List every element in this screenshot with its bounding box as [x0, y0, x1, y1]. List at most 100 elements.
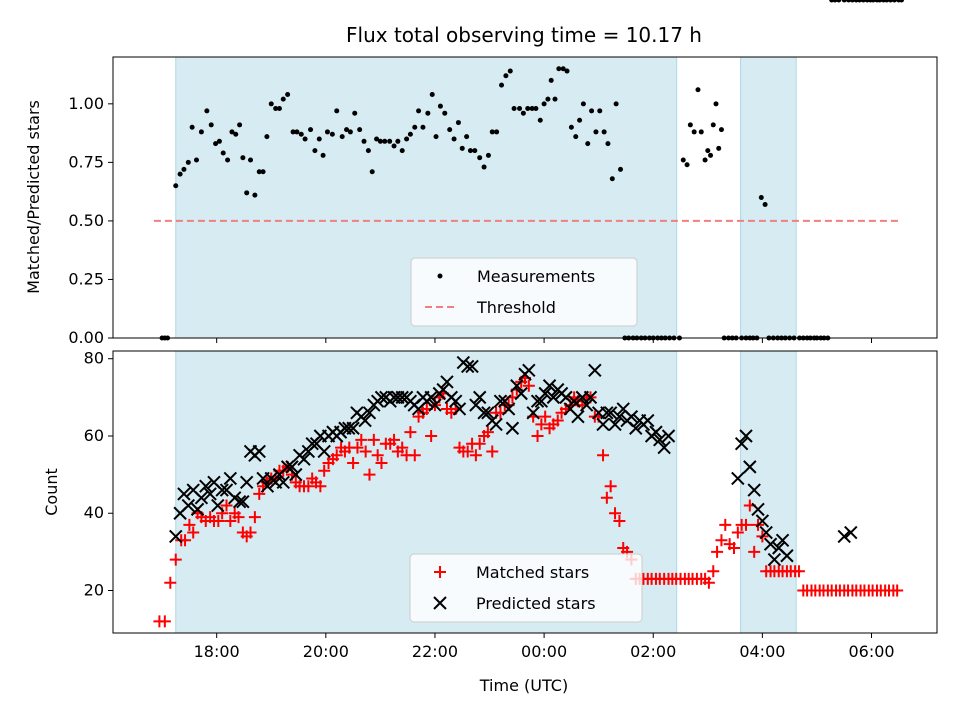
predicted-star-point	[252, 444, 266, 459]
measurement-point	[302, 136, 308, 142]
predicted-star-point	[600, 406, 614, 420]
measurement-point	[213, 141, 219, 147]
ratio-y-axis: 0.00 0.25 0.50 0.75 1.00	[68, 94, 113, 347]
measurement-point	[472, 148, 478, 154]
time-x-axis-label: Time (UTC)	[479, 676, 568, 695]
matched-star-point	[539, 410, 552, 423]
measurement-point	[525, 106, 531, 112]
time-x-axis: 18:00 20:00 22:00 00:00 02:00 04:00 06:00	[194, 633, 895, 661]
measurement-point	[395, 138, 401, 144]
predicted-star-point	[534, 394, 549, 408]
measurement-point	[382, 138, 388, 144]
measurement-point	[377, 138, 383, 144]
predicted-star-point	[211, 498, 225, 513]
matched-star-point	[314, 480, 327, 493]
count-legend: Matched stars Predicted stars	[409, 553, 643, 623]
measurement-point	[548, 77, 554, 83]
predicted-star-point	[624, 409, 639, 424]
measurement-point	[891, 0, 897, 3]
predicted-star-point	[514, 386, 528, 401]
measurement-point	[846, 0, 852, 3]
ratio-panel: 0.00 0.25 0.50 0.75 1.00 Matched/Predicted s…	[24, 0, 938, 347]
predicted-star-point	[755, 514, 770, 528]
matched-star-point	[244, 526, 257, 539]
predicted-star-point	[177, 487, 191, 501]
measurement-point	[407, 131, 413, 137]
ratio-legend-box	[410, 257, 638, 327]
predicted-legend-label: Predicted stars	[476, 594, 596, 613]
ratio-y-tick-label: 0.50	[68, 211, 104, 230]
predicted-star-point	[567, 394, 581, 408]
predicted-star-point	[588, 363, 602, 378]
predicted-star-point	[747, 483, 761, 497]
predicted-star-point	[276, 475, 290, 490]
matched-star-point	[600, 491, 613, 504]
measurement-point	[442, 110, 448, 116]
measurement-point	[507, 68, 513, 74]
measurement-point	[485, 152, 491, 158]
measurement-point	[260, 169, 266, 175]
measurement-point	[320, 152, 326, 158]
measurement-point	[698, 129, 704, 135]
predicted-star-point	[661, 429, 676, 443]
measurement-point	[716, 145, 722, 151]
measurement-point	[229, 129, 235, 135]
measurement-point	[425, 110, 431, 116]
predicted-star-point	[346, 421, 360, 435]
predicted-star-point	[629, 421, 643, 435]
measurement-point	[273, 106, 279, 112]
predicted-star-point	[775, 533, 790, 547]
predicted-star-point	[559, 390, 573, 405]
matched-star-point	[347, 457, 360, 470]
predicted-star-point	[465, 359, 479, 374]
predicted-star-point	[472, 390, 487, 405]
measurement-point	[841, 0, 847, 3]
measurement-point	[705, 148, 711, 154]
matched-star-point	[375, 457, 388, 470]
predicted-star-point	[181, 498, 196, 513]
measurement-point	[357, 127, 363, 133]
matched-star-point	[609, 507, 622, 520]
matched-star-point	[792, 565, 805, 578]
ratio-y-tick-label: 0.00	[68, 328, 104, 347]
measurement-point	[374, 136, 380, 142]
measurement-point	[888, 0, 894, 3]
predicted-star-point	[289, 467, 303, 482]
measurement-point	[695, 87, 701, 93]
measurement-point	[702, 157, 708, 163]
measurement-point	[857, 0, 863, 3]
measurement-point	[256, 169, 262, 175]
measurement-point	[585, 141, 591, 147]
matched-star-point	[891, 584, 904, 597]
matched-star-point	[748, 545, 761, 558]
measurements-legend-marker	[437, 273, 443, 279]
count-panel: 20 40 60 80 18:00 20:00 22:00 00:00 02:00 04:00 0…	[42, 349, 938, 695]
count-plot-frame	[112, 350, 938, 634]
measurement-point	[537, 117, 543, 123]
measurement-point	[609, 176, 615, 182]
measurement-point	[233, 131, 239, 137]
predicted-star-point	[734, 437, 749, 451]
predicted-star-point	[501, 402, 516, 416]
matched-star-point	[728, 542, 741, 555]
predicted-star-point	[510, 379, 524, 393]
matched-star-point	[318, 464, 331, 477]
matched-star-point	[604, 480, 617, 493]
matched-star-point	[224, 514, 237, 527]
measurement-point	[416, 108, 422, 114]
measurement-point	[216, 138, 222, 144]
predicted-star-point	[751, 502, 765, 517]
measurement-point	[564, 68, 570, 74]
measurement-point	[545, 96, 551, 102]
matched-legend-marker	[434, 566, 446, 578]
measurement-point	[276, 106, 282, 112]
matched-star-point	[367, 433, 380, 446]
predicted-star-point	[440, 375, 454, 389]
measurement-point	[369, 169, 375, 175]
predicted-star-point	[194, 491, 209, 505]
matched-star-point	[408, 449, 421, 462]
predicted-star-point	[460, 359, 475, 374]
measurement-point	[437, 103, 443, 109]
measurement-point	[316, 136, 322, 142]
measurement-point	[339, 134, 345, 140]
